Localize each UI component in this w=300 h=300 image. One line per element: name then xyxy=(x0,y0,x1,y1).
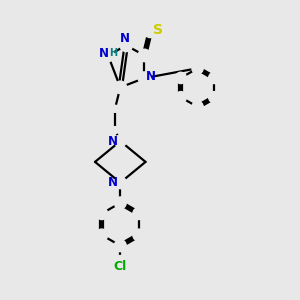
Text: N: N xyxy=(108,135,118,148)
Circle shape xyxy=(175,92,187,103)
Circle shape xyxy=(102,49,114,62)
Circle shape xyxy=(144,25,157,38)
Circle shape xyxy=(133,229,145,241)
Circle shape xyxy=(114,197,126,209)
Text: N: N xyxy=(146,70,156,83)
Circle shape xyxy=(138,72,151,84)
Circle shape xyxy=(120,39,133,52)
Circle shape xyxy=(133,208,145,220)
Circle shape xyxy=(138,49,151,62)
Circle shape xyxy=(114,81,127,94)
Circle shape xyxy=(114,240,126,252)
Circle shape xyxy=(96,229,108,241)
Text: N: N xyxy=(120,32,130,45)
Circle shape xyxy=(208,92,220,103)
Circle shape xyxy=(114,177,126,189)
Circle shape xyxy=(114,135,126,147)
Circle shape xyxy=(192,63,203,74)
Circle shape xyxy=(96,208,108,220)
Circle shape xyxy=(111,127,118,134)
Text: N: N xyxy=(99,46,109,60)
Circle shape xyxy=(111,105,118,112)
Circle shape xyxy=(113,256,128,270)
Text: H: H xyxy=(109,48,117,58)
Text: S: S xyxy=(153,22,163,37)
Text: N: N xyxy=(108,176,118,189)
Text: Cl: Cl xyxy=(114,260,127,273)
Circle shape xyxy=(175,72,187,84)
Circle shape xyxy=(208,72,220,84)
Circle shape xyxy=(192,101,203,112)
